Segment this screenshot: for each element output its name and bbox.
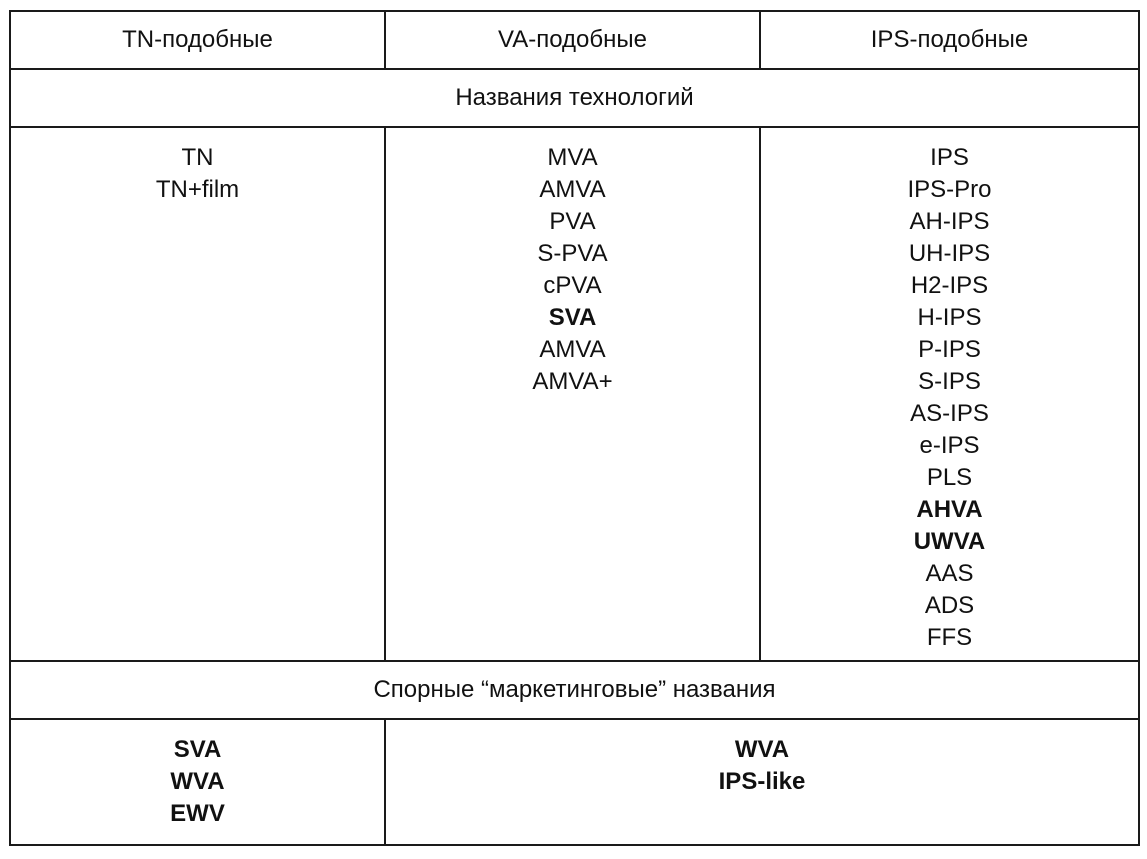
technology-name: AAS [925,560,974,587]
technology-name: AS-IPS [910,400,989,427]
technology-name: cPVA [543,272,602,299]
technology-name: P-IPS [918,336,981,363]
technology-name: H-IPS [917,304,982,331]
technology-name: PVA [549,208,596,235]
section-title-technologies: Названия технологий [9,68,1140,128]
technology-name: UH-IPS [908,240,991,267]
technology-name: e-IPS [919,432,980,459]
marketing-name: IPS-like [718,768,806,795]
technology-name: S-IPS [918,368,981,395]
technology-name: AH-IPS [909,208,990,235]
marketing-name: EWV [170,800,225,827]
header-va: VA-подобные [384,10,761,70]
technology-name: IPS [930,144,969,171]
technology-name: UWVA [913,528,986,555]
header-row: TN-подобные VA-подобные IPS-подобные [9,10,1140,70]
section-row-technologies: Названия технологий [9,68,1140,128]
technology-name: H2-IPS [910,272,989,299]
section-row-marketing: Спорные “маркетинговые” названия [9,660,1140,720]
marketing-row: SVA WVA EWV WVA IPS-like [9,718,1140,846]
section-title-marketing: Спорные “маркетинговые” названия [9,660,1140,720]
technology-name: AHVA [916,496,983,523]
technology-name: TN+film [155,176,240,203]
technology-name: TN [181,144,214,171]
marketing-tn-like: SVA WVA EWV [9,718,386,846]
header-tn: TN-подобные [9,10,386,70]
marketing-va-ips-like: WVA IPS-like [384,718,1140,846]
technology-name: S-PVA [537,240,608,267]
header-ips: IPS-подобные [759,10,1140,70]
technologies-row: TN TN+film MVA AMVA PVA S-PVA cPVA SVA AMVA AMVA… [9,126,1140,662]
va-technologies: MVA AMVA PVA S-PVA cPVA SVA AMVA AMVA+ [384,126,761,662]
technology-name: IPS-Pro [907,176,992,203]
technology-name: AMVA+ [532,368,613,395]
technology-name: ADS [924,592,975,619]
marketing-name: WVA [734,736,790,763]
marketing-name: WVA [170,768,225,795]
technology-comparison-table: TN-подобные VA-подобные IPS-подобные Наз… [9,10,1140,846]
technology-name: SVA [548,304,597,331]
marketing-name: SVA [173,736,222,763]
technology-name: AMVA [539,176,606,203]
technology-name: PLS [926,464,973,491]
technology-name: AMVA [539,336,606,363]
ips-technologies: IPS IPS-Pro AH-IPS UH-IPS H2-IPS H-IPS P-IPS S-… [759,126,1140,662]
tn-technologies: TN TN+film [9,126,386,662]
technology-name: MVA [547,144,598,171]
technology-name: FFS [926,624,973,651]
